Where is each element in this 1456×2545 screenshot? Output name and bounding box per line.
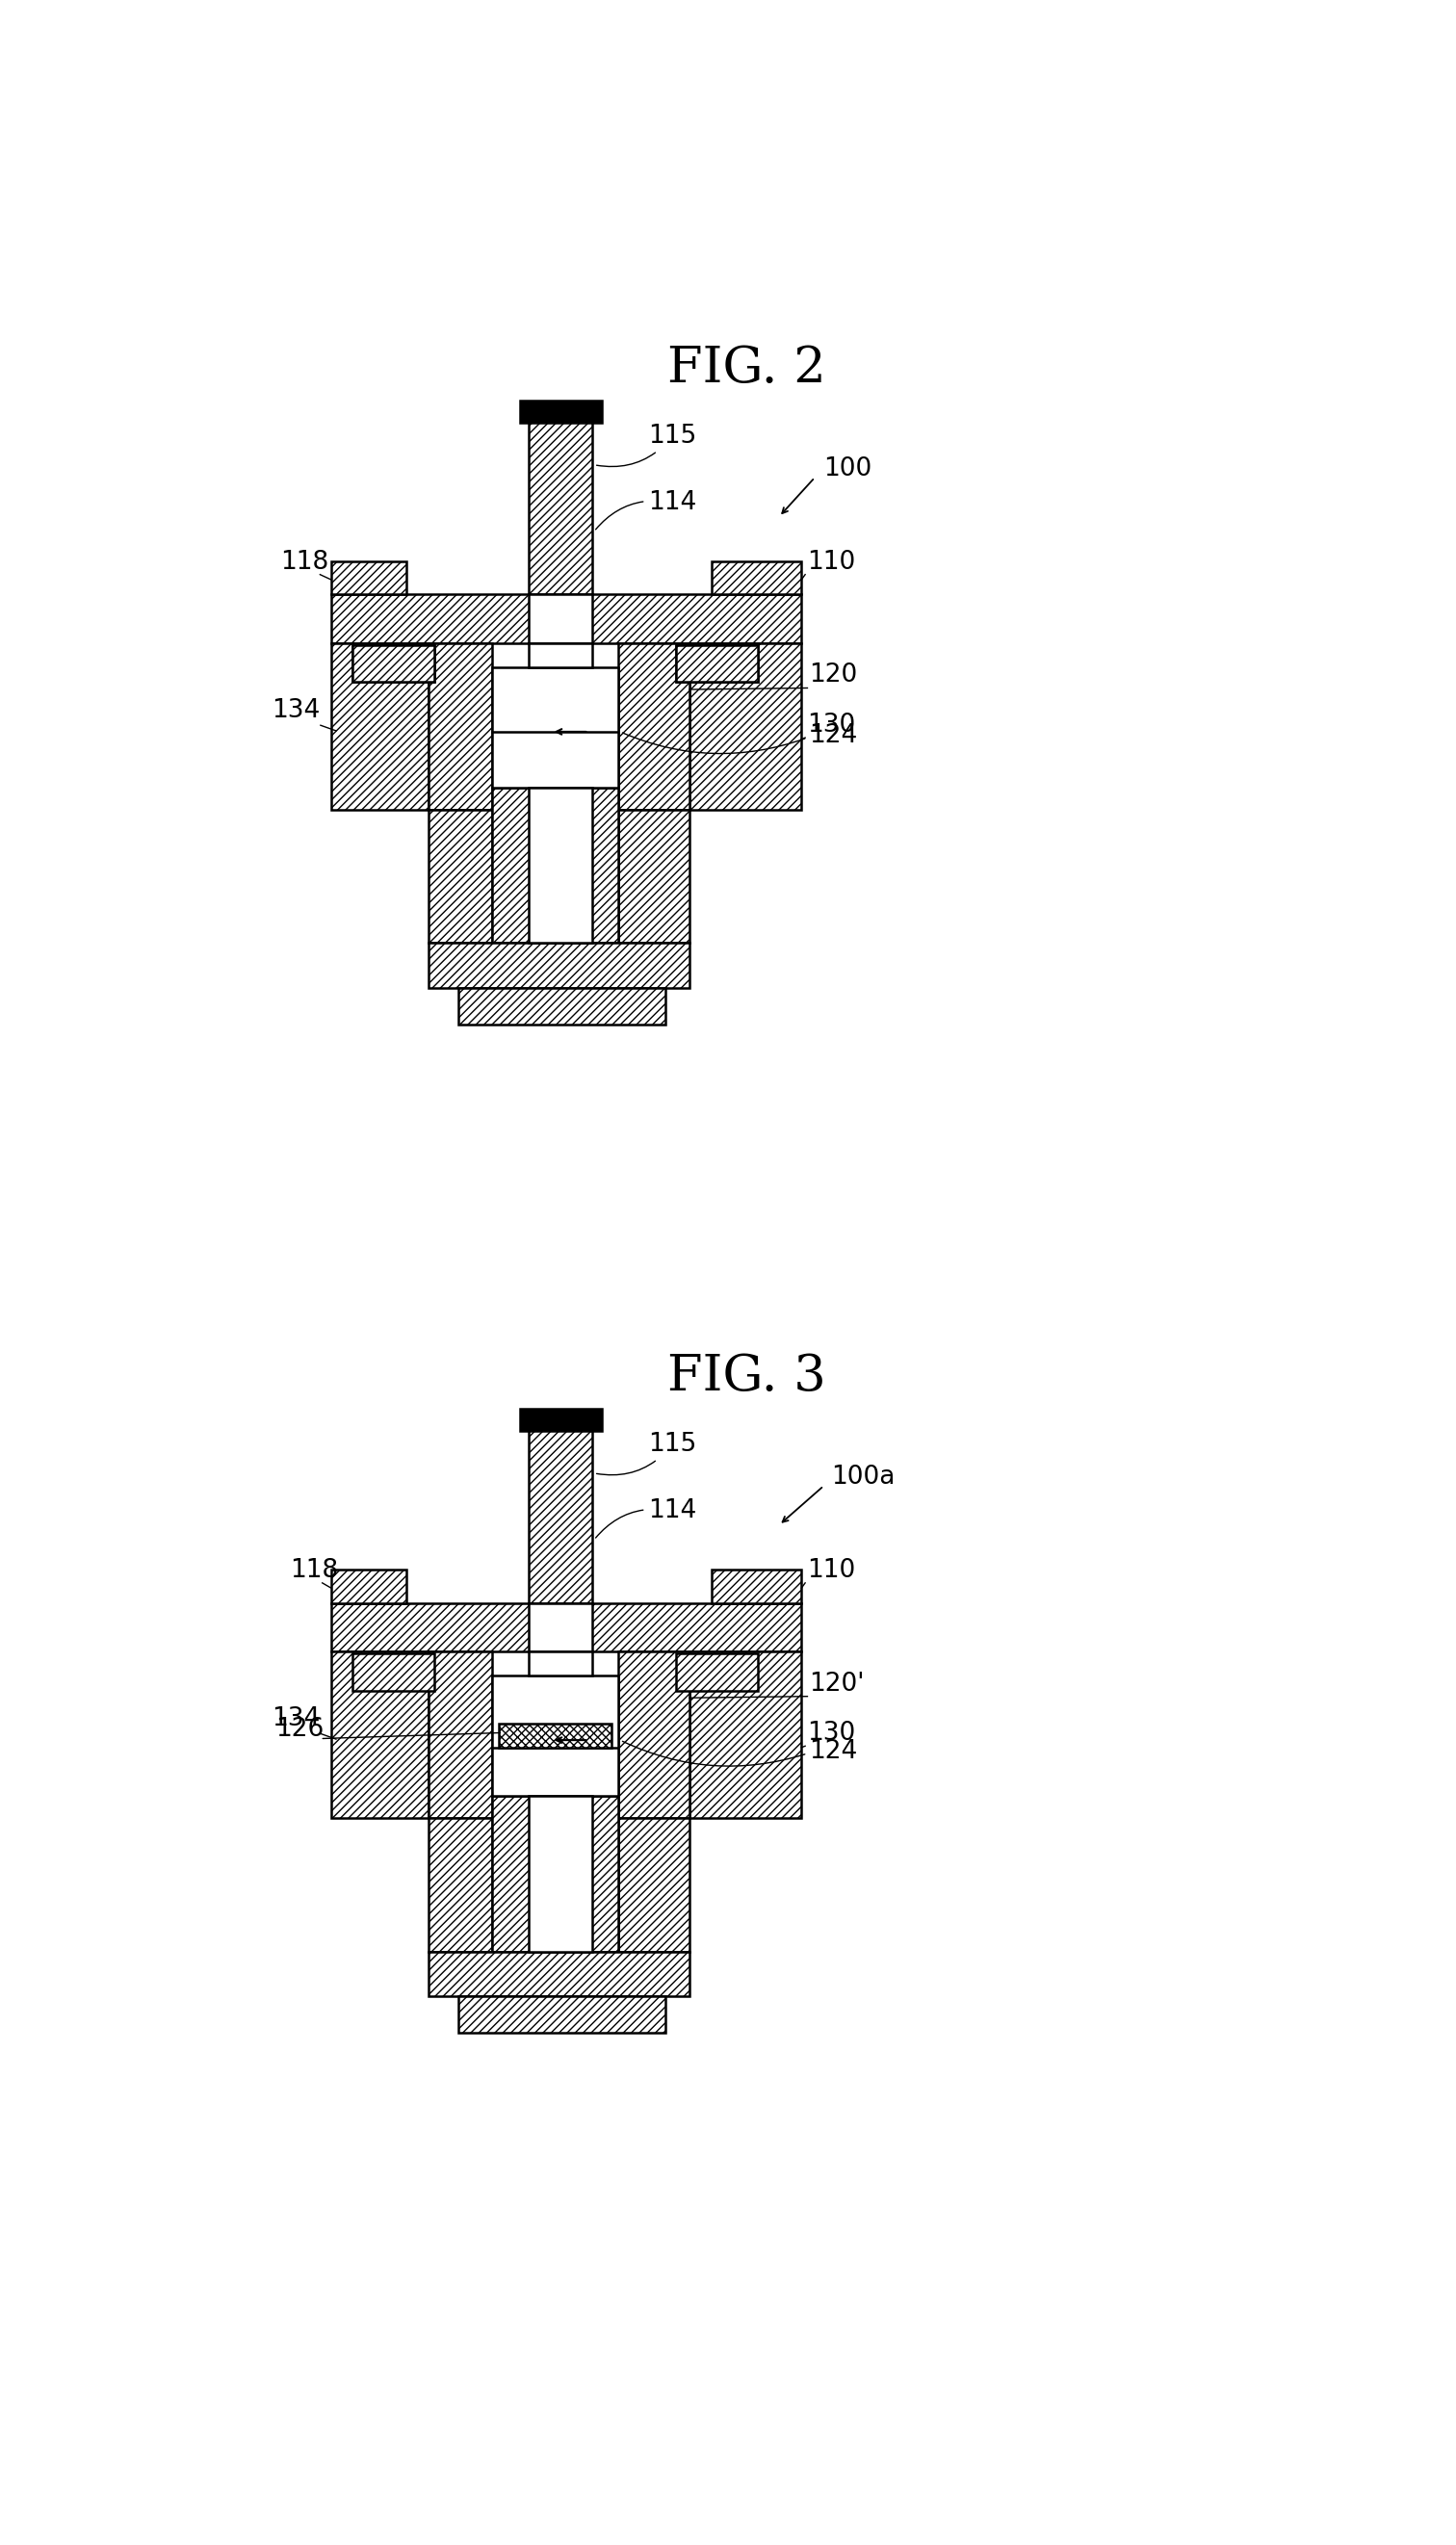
Bar — [428, 644, 492, 809]
Bar — [619, 1652, 690, 1817]
Text: FIG. 2: FIG. 2 — [667, 344, 826, 392]
Bar — [529, 596, 593, 644]
Text: 120: 120 — [810, 662, 858, 687]
Text: 118: 118 — [290, 1558, 339, 1583]
Bar — [529, 420, 593, 596]
Bar — [459, 987, 665, 1026]
Bar — [428, 1652, 492, 1817]
Bar — [712, 1570, 801, 1603]
Bar — [690, 1652, 801, 1817]
Bar — [492, 786, 619, 944]
Bar — [352, 644, 434, 682]
Bar — [676, 644, 759, 682]
Text: 130: 130 — [808, 1720, 856, 1746]
Text: 114: 114 — [596, 1499, 697, 1537]
Text: 134: 134 — [272, 1705, 320, 1731]
Bar — [529, 644, 593, 667]
Bar — [332, 1603, 801, 1652]
Text: 118: 118 — [281, 550, 329, 575]
Bar — [492, 1797, 619, 1952]
Text: FIG. 3: FIG. 3 — [667, 1351, 826, 1402]
Bar — [428, 944, 690, 987]
Bar — [332, 596, 801, 644]
Bar — [529, 786, 593, 944]
Bar — [529, 1603, 593, 1652]
Bar — [332, 644, 428, 809]
Bar — [676, 1654, 759, 1690]
Bar — [459, 1995, 665, 2033]
Text: 124: 124 — [810, 1738, 858, 1764]
Bar — [352, 644, 434, 682]
Bar — [520, 1410, 601, 1430]
Bar — [332, 1652, 428, 1817]
Text: 110: 110 — [808, 550, 856, 575]
Bar — [619, 1817, 690, 1952]
Text: 115: 115 — [597, 422, 697, 466]
Bar — [676, 644, 759, 682]
Text: 115: 115 — [597, 1433, 697, 1476]
Bar — [529, 1428, 593, 1603]
Bar — [690, 644, 801, 809]
Bar — [332, 1570, 406, 1603]
Text: 114: 114 — [596, 491, 697, 529]
Text: 134: 134 — [272, 697, 320, 723]
Bar — [529, 1652, 593, 1675]
Bar — [529, 1797, 593, 1952]
Bar — [332, 562, 406, 596]
Bar — [619, 644, 690, 809]
Bar — [499, 1723, 612, 1748]
Text: 100: 100 — [824, 456, 872, 481]
Bar — [520, 400, 601, 422]
Bar — [492, 667, 619, 786]
Text: 110: 110 — [808, 1558, 856, 1583]
Text: 130: 130 — [808, 713, 856, 738]
Bar — [428, 1952, 690, 1995]
Text: 120': 120' — [810, 1672, 865, 1695]
Bar — [712, 562, 801, 596]
Text: 124: 124 — [810, 723, 858, 748]
Bar — [428, 1817, 492, 1952]
Text: 100a: 100a — [831, 1463, 895, 1489]
Text: 126: 126 — [275, 1718, 323, 1743]
Bar — [352, 1654, 434, 1690]
Bar — [492, 1675, 619, 1797]
Bar — [619, 809, 690, 944]
Bar — [428, 809, 492, 944]
